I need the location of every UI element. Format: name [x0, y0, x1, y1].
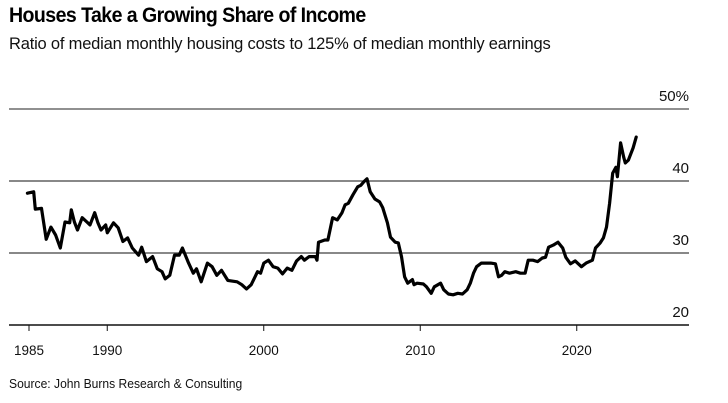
series-group [25, 135, 638, 297]
chart-subtitle: Ratio of median monthly housing costs to… [9, 34, 551, 53]
x-tick-label: 2000 [249, 343, 279, 358]
y-tick-label: 50% [659, 88, 689, 105]
series-line-0 [25, 135, 638, 297]
x-tick-label: 1990 [92, 343, 122, 358]
y-tick-label: 20 [672, 304, 689, 321]
x-tick-label: 2010 [405, 343, 435, 358]
gridlines [9, 108, 689, 254]
x-axis: 1985 1990 2000 2010 2020 [9, 324, 689, 358]
x-tick-label: 2020 [562, 343, 592, 358]
y-tick-label: 40 [672, 160, 689, 177]
chart-title: Houses Take a Growing Share of Income [9, 4, 366, 27]
x-tick-label: 1985 [14, 343, 44, 358]
y-axis-ticks: 20 30 40 50% [659, 88, 689, 321]
y-tick-label: 30 [672, 232, 689, 249]
source-note: Source: John Burns Research & Consulting [9, 376, 243, 391]
